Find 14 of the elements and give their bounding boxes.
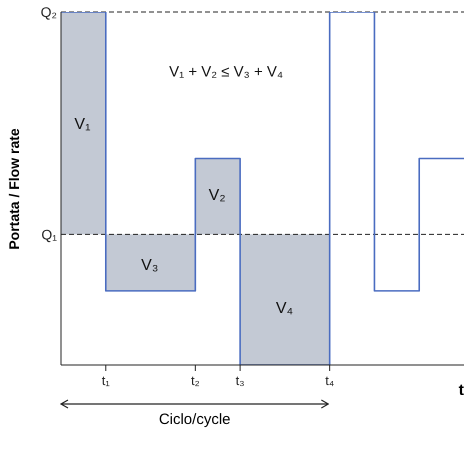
x-axis-title: t <box>458 382 465 399</box>
x-tick-label: t₃ <box>236 373 245 388</box>
ref-line-label: Q₂ <box>40 4 57 20</box>
text: Ciclo/cycle <box>158 411 232 428</box>
annotation: V₁ <box>74 116 90 134</box>
x-tick-label: t₂ <box>190 373 200 388</box>
y-axis-title: Portata / Flow rate <box>6 128 22 250</box>
annotation: V₁ + V₂ ≤ V₃ + V₄ <box>169 64 284 80</box>
annotation: V₄ <box>276 300 294 318</box>
ref-line-label: Q₁ <box>41 226 58 242</box>
annotation: V₃ <box>141 257 158 276</box>
x-tick-label: t₁ <box>102 373 110 388</box>
annotation: V₂ <box>208 186 226 205</box>
x-tick-label: t₄ <box>325 373 334 388</box>
